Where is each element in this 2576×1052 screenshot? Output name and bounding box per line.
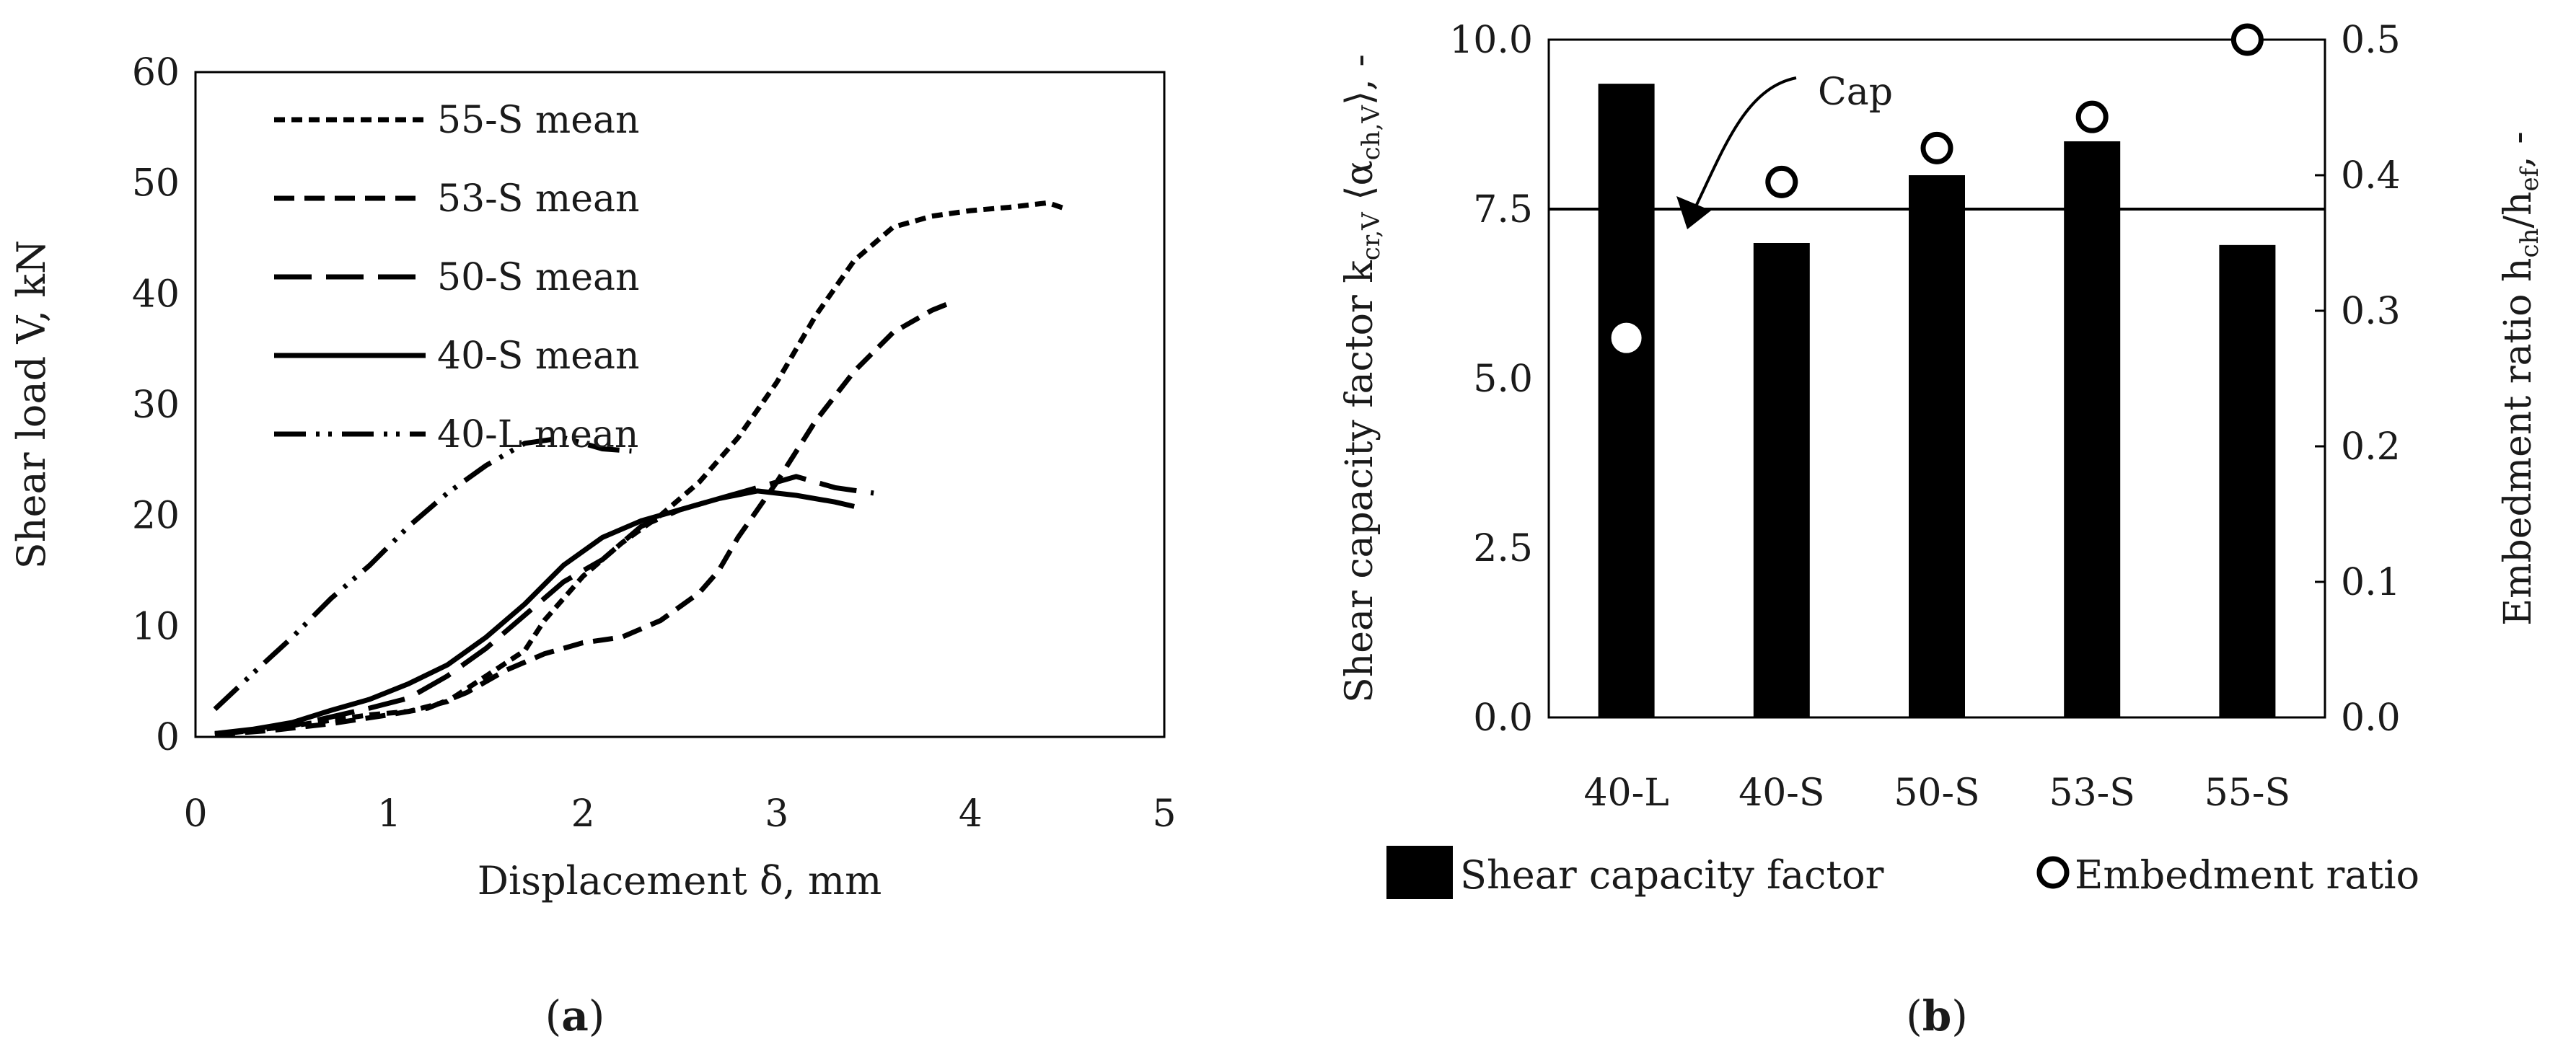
y-tick-label-a: 50	[132, 162, 180, 205]
embedment-markers	[1611, 23, 2264, 353]
embedment-marker-53-s	[2075, 100, 2109, 133]
legend-swatch-bar	[1386, 846, 1453, 899]
y-tick-label-a: 20	[132, 495, 180, 538]
series-line-55-s-mean	[214, 200, 1068, 738]
bar-50-s	[1909, 175, 1965, 717]
y-axis-ticks-a: 0 10 20 30 40 50 60	[132, 51, 180, 759]
y-tick-label-a: 30	[132, 384, 180, 427]
bar-53-s	[2064, 141, 2121, 717]
cap-line-group: Cap	[1549, 71, 2325, 229]
y-axis-title-left-b: Shear capacity factor kcr,V ⟨αch,V⟩, -	[1338, 54, 1386, 703]
y-axis-title-a: Shear load V, kN	[9, 240, 54, 569]
y-tick-label-a: 40	[132, 273, 180, 316]
legend-a: 55-S mean 53-S mean 50-S mean 40-S mean 40-L…	[274, 99, 639, 456]
left-tick-label-b: 7.5	[1473, 188, 1533, 231]
right-tick-label-b: 0.1	[2341, 561, 2401, 604]
y-tick-label-a: 60	[132, 51, 180, 94]
legend-label-a: 53-S mean	[437, 177, 639, 221]
x-tick-label-a: 1	[377, 792, 401, 836]
embedment-marker-40-l	[1611, 322, 1642, 353]
category-label-b: 40-S	[1738, 772, 1824, 815]
legend-label-embedment: Embedment ratio	[2075, 852, 2419, 898]
series-line-50-s-mean	[214, 474, 874, 736]
x-tick-label-a: 2	[571, 792, 595, 836]
left-tick-label-b: 10.0	[1449, 19, 1533, 62]
category-label-b: 40-L	[1583, 772, 1669, 815]
x-axis-ticks-a: 0 1 2 3 4 5	[183, 792, 1176, 836]
bar-55-s	[2219, 244, 2276, 717]
series-line-40-l-mean	[213, 435, 632, 712]
embedment-marker-55-s	[2230, 23, 2264, 56]
legend-label-a: 40-L mean	[437, 413, 638, 456]
legend-label-a: 40-S mean	[437, 335, 639, 378]
category-label-b: 50-S	[1894, 772, 1979, 815]
right-tick-label-b: 0.4	[2341, 154, 2401, 198]
cap-arrow-head	[1676, 196, 1711, 229]
x-tick-label-a: 4	[959, 792, 983, 836]
y-tick-label-a: 10	[132, 605, 180, 648]
right-tick-label-b: 0.0	[2341, 697, 2401, 740]
right-axis-ticks-b: 0.0 0.1 0.2 0.3 0.4 0.5	[2315, 19, 2401, 740]
x-tick-label-a: 3	[765, 792, 788, 836]
left-tick-label-b: 2.5	[1473, 527, 1533, 570]
cap-label: Cap	[1818, 71, 1893, 114]
plot-area-a	[194, 71, 1166, 738]
category-label-b: 55-S	[2204, 772, 2290, 815]
legend-label-a: 50-S mean	[437, 256, 639, 299]
bar-40-l	[1598, 84, 1655, 718]
legend-label-shear-capacity: Shear capacity factor	[1460, 852, 1884, 898]
embedment-marker-40-s	[1765, 165, 1798, 198]
x-tick-label-a: 5	[1152, 792, 1176, 836]
legend-b: Shear capacity factor Embedment ratio	[1386, 846, 2419, 899]
embedment-marker-50-s	[1920, 131, 1953, 164]
series-line-40-s-mean	[214, 488, 855, 736]
left-tick-label-b: 5.0	[1473, 358, 1533, 401]
right-tick-label-b: 0.5	[2341, 19, 2401, 62]
series-line-53-s-mean	[214, 300, 952, 738]
legend-swatch-circle	[2036, 856, 2070, 889]
left-tick-label-b: 0.0	[1473, 697, 1533, 740]
cap-arrow-shaft	[1694, 76, 1797, 208]
panel-label-b: (b)	[1906, 991, 1968, 1040]
right-tick-label-b: 0.2	[2341, 425, 2401, 469]
left-axis-ticks-b: 0.0 2.5 5.0 7.5 10.0	[1449, 19, 1533, 740]
x-tick-label-a: 0	[183, 792, 207, 836]
series-lines-a	[213, 200, 1068, 738]
legend-label-a: 55-S mean	[437, 99, 639, 142]
panel-label-a: (a)	[545, 991, 605, 1040]
bars-b	[1598, 84, 2276, 718]
x-axis-categories-b: 40-L 40-S 50-S 53-S 55-S	[1583, 772, 2290, 815]
bar-40-s	[1753, 243, 1810, 717]
right-tick-label-b: 0.3	[2341, 290, 2401, 333]
y-tick-label-a: 0	[156, 716, 180, 759]
x-axis-title-a: Displacement δ, mm	[478, 858, 882, 903]
category-label-b: 53-S	[2049, 772, 2135, 815]
y-axis-title-right-b: Embedment ratio hch/hef, -	[2497, 131, 2544, 626]
panel-b-bar-chart: Cap 0.02.55.07.510.0 0.00.10.20.30.40.5 …	[1338, 19, 2544, 1040]
